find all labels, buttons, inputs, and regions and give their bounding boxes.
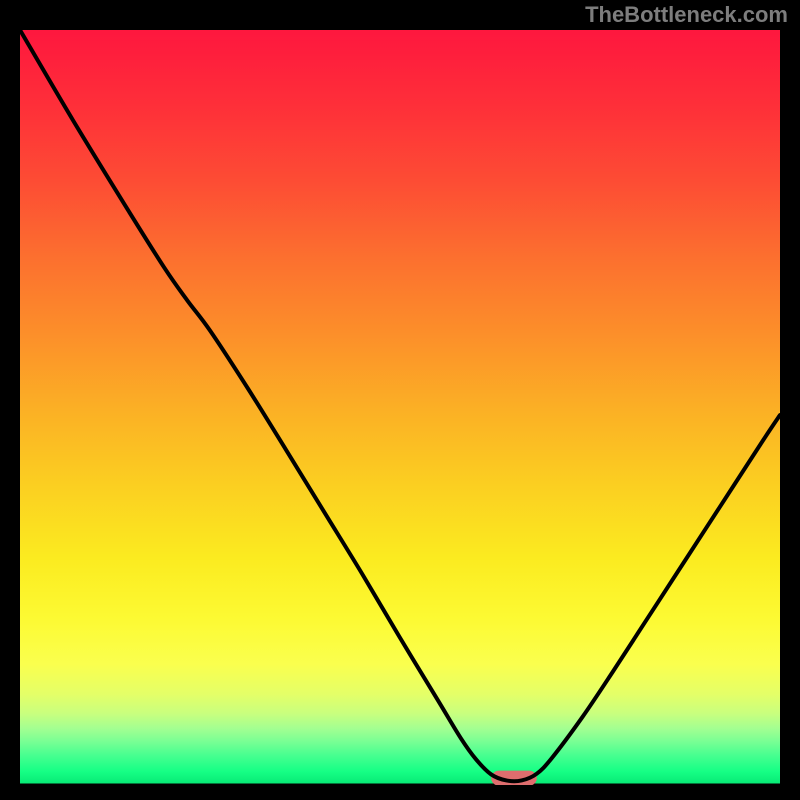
watermark-label: TheBottleneck.com bbox=[585, 2, 788, 28]
plot-svg bbox=[20, 30, 780, 785]
plot-area bbox=[20, 30, 780, 785]
figure-root: TheBottleneck.com bbox=[0, 0, 800, 800]
plot-background bbox=[20, 30, 780, 785]
